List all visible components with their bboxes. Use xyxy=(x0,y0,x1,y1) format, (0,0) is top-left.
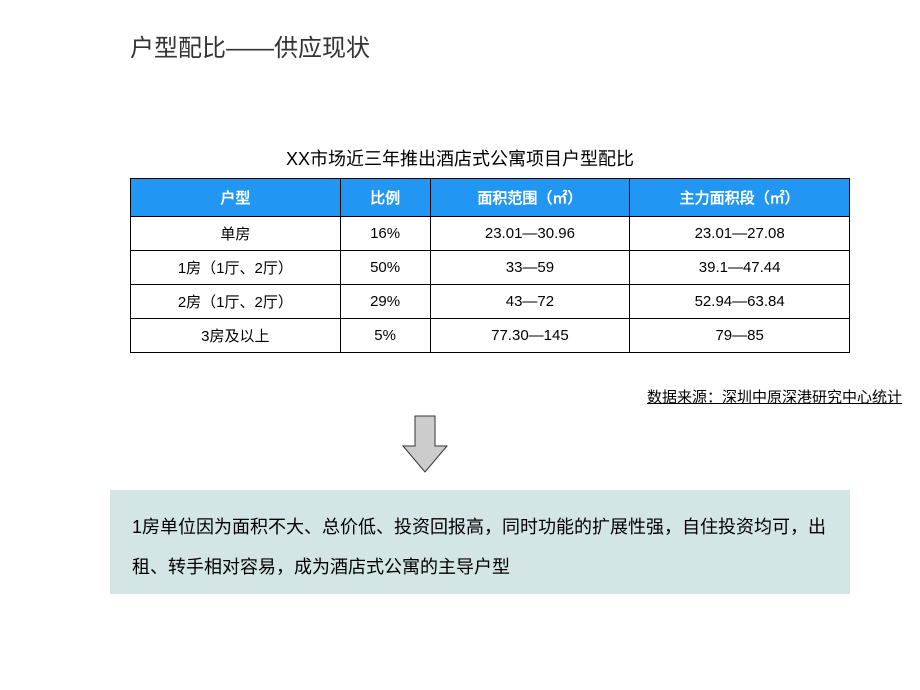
table-cell: 43—72 xyxy=(430,285,630,319)
table-cell: 1房（1厅、2厅） xyxy=(131,251,341,285)
table-row: 3房及以上 5% 77.30—145 79—85 xyxy=(131,319,850,353)
table-row: 单房 16% 23.01—30.96 23.01—27.08 xyxy=(131,217,850,251)
table-row: 2房（1厅、2厅） 29% 43—72 52.94—63.84 xyxy=(131,285,850,319)
table-cell: 29% xyxy=(340,285,430,319)
table-header-row: 户型 比例 面积范围（㎡） 主力面积段（㎡） xyxy=(131,179,850,217)
table-cell: 3房及以上 xyxy=(131,319,341,353)
conclusion-box: 1房单位因为面积不大、总价低、投资回报高，同时功能的扩展性强，自住投资均可，出租… xyxy=(110,490,850,594)
slide-title: 户型配比——供应现状 xyxy=(130,28,370,63)
table-cell: 39.1—47.44 xyxy=(630,251,850,285)
table-cell: 23.01—30.96 xyxy=(430,217,630,251)
table-header-cell: 主力面积段（㎡） xyxy=(630,179,850,217)
table-cell: 23.01—27.08 xyxy=(630,217,850,251)
table-cell: 50% xyxy=(340,251,430,285)
table-cell: 单房 xyxy=(131,217,341,251)
source-note: 数据来源：深圳中原深港研究中心统计 xyxy=(647,386,902,407)
table-cell: 52.94—63.84 xyxy=(630,285,850,319)
table-cell: 16% xyxy=(340,217,430,251)
table-cell: 79—85 xyxy=(630,319,850,353)
down-arrow-icon xyxy=(401,414,449,476)
table-row: 1房（1厅、2厅） 50% 33—59 39.1—47.44 xyxy=(131,251,850,285)
table-header-cell: 比例 xyxy=(340,179,430,217)
table-cell: 33—59 xyxy=(430,251,630,285)
table-cell: 5% xyxy=(340,319,430,353)
table-header-cell: 面积范围（㎡） xyxy=(430,179,630,217)
table-header-cell: 户型 xyxy=(131,179,341,217)
table-caption: XX市场近三年推出酒店式公寓项目户型配比 xyxy=(286,145,634,171)
table-cell: 2房（1厅、2厅） xyxy=(131,285,341,319)
table-cell: 77.30—145 xyxy=(430,319,630,353)
unit-mix-table: 户型 比例 面积范围（㎡） 主力面积段（㎡） 单房 16% 23.01—30.9… xyxy=(130,178,850,353)
